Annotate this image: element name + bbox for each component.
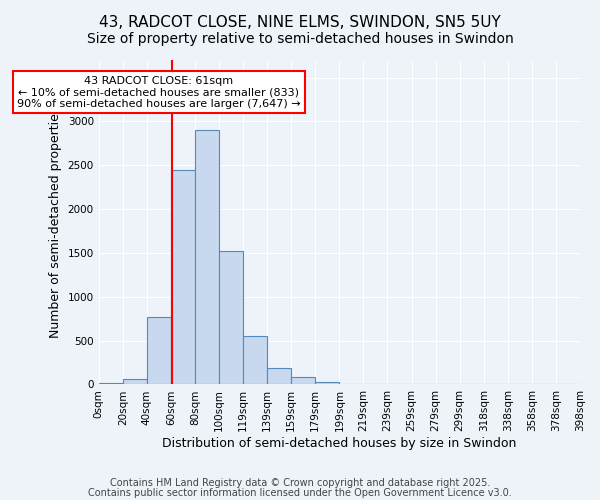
- Bar: [267, 368, 291, 384]
- Text: Contains HM Land Registry data © Crown copyright and database right 2025.: Contains HM Land Registry data © Crown c…: [110, 478, 490, 488]
- Text: 43 RADCOT CLOSE: 61sqm
← 10% of semi-detached houses are smaller (833)
90% of se: 43 RADCOT CLOSE: 61sqm ← 10% of semi-det…: [17, 76, 301, 109]
- Text: Size of property relative to semi-detached houses in Swindon: Size of property relative to semi-detach…: [86, 32, 514, 46]
- Bar: [123, 379, 147, 384]
- Bar: [98, 382, 123, 384]
- Bar: [291, 377, 315, 384]
- Bar: [147, 317, 171, 384]
- Bar: [315, 382, 340, 384]
- Bar: [195, 130, 219, 384]
- Y-axis label: Number of semi-detached properties: Number of semi-detached properties: [49, 106, 62, 338]
- Bar: [243, 336, 267, 384]
- Text: Contains public sector information licensed under the Open Government Licence v3: Contains public sector information licen…: [88, 488, 512, 498]
- Bar: [171, 170, 195, 384]
- X-axis label: Distribution of semi-detached houses by size in Swindon: Distribution of semi-detached houses by …: [162, 437, 517, 450]
- Bar: [219, 251, 243, 384]
- Text: 43, RADCOT CLOSE, NINE ELMS, SWINDON, SN5 5UY: 43, RADCOT CLOSE, NINE ELMS, SWINDON, SN…: [99, 15, 501, 30]
